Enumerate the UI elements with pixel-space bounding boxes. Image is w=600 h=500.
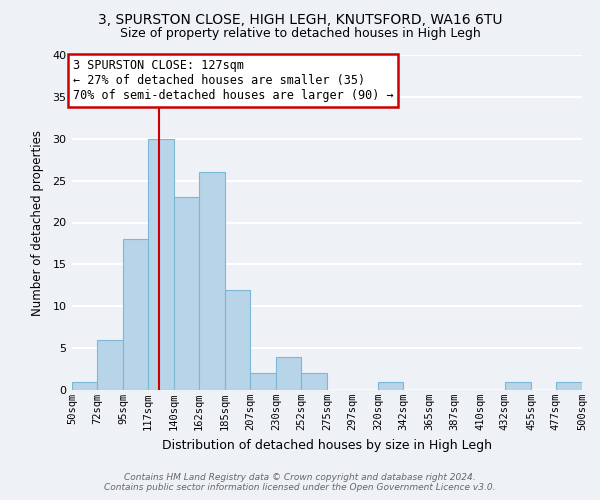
- Bar: [276, 356, 301, 390]
- Bar: [301, 373, 327, 390]
- Bar: [378, 382, 403, 390]
- Text: 3 SPURSTON CLOSE: 127sqm
← 27% of detached houses are smaller (35)
70% of semi-d: 3 SPURSTON CLOSE: 127sqm ← 27% of detach…: [73, 59, 394, 102]
- Text: Size of property relative to detached houses in High Legh: Size of property relative to detached ho…: [119, 28, 481, 40]
- Bar: [97, 340, 123, 390]
- Text: 3, SPURSTON CLOSE, HIGH LEGH, KNUTSFORD, WA16 6TU: 3, SPURSTON CLOSE, HIGH LEGH, KNUTSFORD,…: [98, 12, 502, 26]
- Bar: [72, 382, 97, 390]
- Bar: [123, 240, 148, 390]
- Bar: [174, 198, 199, 390]
- Bar: [505, 382, 531, 390]
- Bar: [199, 172, 225, 390]
- Y-axis label: Number of detached properties: Number of detached properties: [31, 130, 44, 316]
- X-axis label: Distribution of detached houses by size in High Legh: Distribution of detached houses by size …: [162, 438, 492, 452]
- Bar: [225, 290, 250, 390]
- Bar: [250, 373, 276, 390]
- Bar: [556, 382, 582, 390]
- Bar: [148, 138, 174, 390]
- Text: Contains HM Land Registry data © Crown copyright and database right 2024.
Contai: Contains HM Land Registry data © Crown c…: [104, 473, 496, 492]
